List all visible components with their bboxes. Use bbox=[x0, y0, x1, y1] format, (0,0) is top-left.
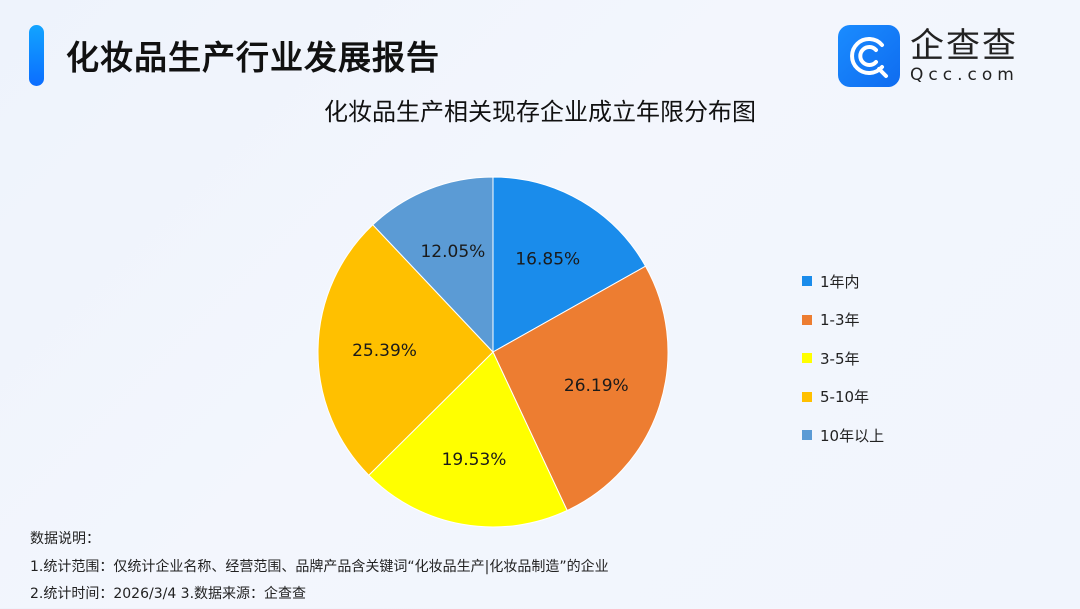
legend-swatch bbox=[802, 391, 812, 402]
legend-label: 1-3年 bbox=[820, 311, 860, 330]
slice-label: 19.53% bbox=[442, 450, 507, 470]
legend-label: 3-5年 bbox=[820, 349, 860, 368]
slice-label: 16.85% bbox=[515, 249, 580, 269]
legend-swatch bbox=[802, 353, 812, 364]
pie-slice bbox=[372, 176, 494, 354]
title-accent-bar bbox=[29, 25, 44, 86]
pie-slice bbox=[492, 176, 647, 353]
pie-slice bbox=[492, 265, 669, 512]
logo-english-text: Qcc.com bbox=[910, 65, 1019, 85]
pie-slice bbox=[317, 224, 494, 476]
legend-label: 5-10年 bbox=[820, 388, 870, 407]
legend-item: 3-5年 bbox=[802, 339, 884, 378]
notes-scope: 1.统计范围：仅统计企业名称、经营范围、品牌产品含关键词“化妆品生产|化妆品制造… bbox=[30, 558, 609, 575]
chart-title: 化妆品生产相关现存企业成立年限分布图 bbox=[324, 98, 756, 126]
legend-label: 1年内 bbox=[820, 272, 860, 291]
legend-swatch bbox=[802, 314, 812, 325]
legend-swatch bbox=[802, 430, 812, 441]
legend-swatch bbox=[802, 276, 812, 287]
qcc-logo-icon bbox=[838, 25, 900, 87]
slice-label: 26.19% bbox=[564, 376, 629, 396]
slice-label: 25.39% bbox=[352, 341, 417, 361]
legend-item: 1年内 bbox=[802, 262, 884, 301]
legend-item: 10年以上 bbox=[802, 416, 884, 455]
pie-slice bbox=[368, 351, 568, 528]
logo-chinese-text: 企查查 bbox=[910, 26, 1018, 66]
notes-heading: 数据说明： bbox=[30, 531, 100, 547]
notes-time-source: 2.统计时间：2026/3/4 3.数据来源：企查查 bbox=[30, 586, 307, 602]
legend-label: 10年以上 bbox=[820, 426, 885, 445]
qcc-logo: 企查查 Qcc.com bbox=[838, 25, 1019, 87]
data-notes: 数据说明： 1.统计范围：仅统计企业名称、经营范围、品牌产品含关键词“化妆品生产… bbox=[30, 526, 609, 609]
legend-item: 1-3年 bbox=[802, 301, 884, 340]
legend-item: 5-10年 bbox=[802, 378, 884, 417]
report-title: 化妆品生产行业发展报告 bbox=[66, 38, 440, 77]
chart-legend: 1年内 1-3年 3-5年 5-10年 10年以上 bbox=[802, 262, 884, 455]
slice-label: 12.05% bbox=[420, 242, 485, 262]
